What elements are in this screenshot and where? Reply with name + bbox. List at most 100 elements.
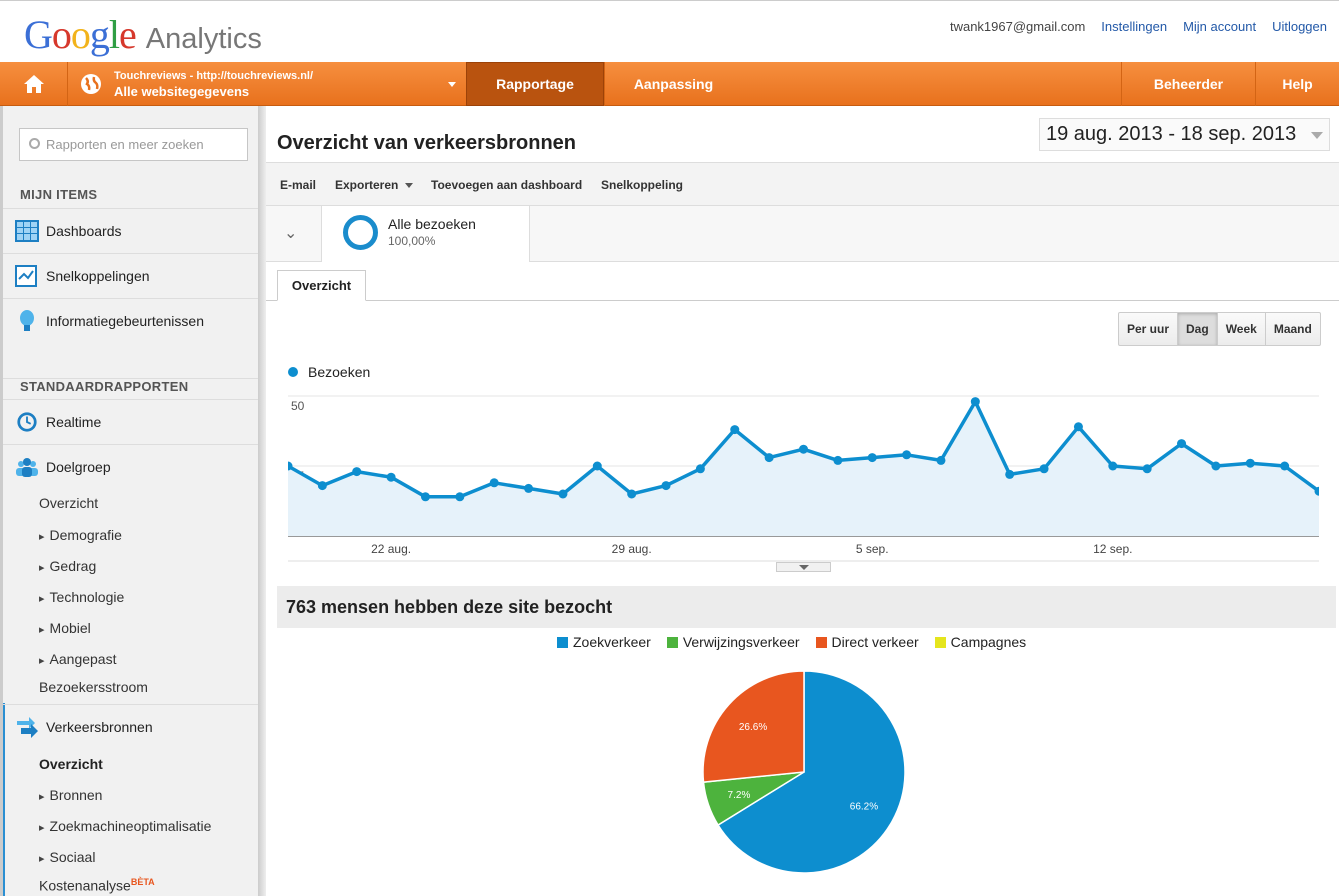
pie-legend-item: Zoekverkeer [557,634,651,650]
email-button[interactable]: E-mail [280,178,317,192]
data-point [352,467,362,477]
globe-icon [81,74,101,94]
sidebar-item-label: Doelgroep [46,459,111,475]
visits-line-chart: 255022 aug.29 aug.5 sep.12 sep. [288,395,1319,562]
sidebar-sub-bronnen[interactable]: Bronnen [39,787,103,803]
tab-overzicht[interactable]: Overzicht [277,270,366,301]
sidebar-item-doelgroep[interactable]: Doelgroep [3,444,258,489]
page-title: Overzicht van verkeersbronnen [277,132,577,154]
pie-slice [702,670,805,783]
data-point [1280,461,1290,471]
sidebar-sub-technologie[interactable]: Technologie [39,589,125,605]
data-point [420,492,430,502]
main-content: Overzicht van verkeersbronnen 19 aug. 20… [266,106,1339,896]
tab-beheerder[interactable]: Beheerder [1121,62,1255,106]
add-to-dashboard-button[interactable]: Toevoegen aan dashboard [431,178,583,192]
pie-legend-item: Verwijzingsverkeer [666,634,800,650]
pie-slice [717,670,906,874]
sidebar-sub-mobiel[interactable]: Mobiel [39,620,91,636]
data-point [799,444,808,454]
section-mijn-items: MIJN ITEMS [20,187,98,202]
tab-aanpassing[interactable]: Aanpassing [604,62,742,106]
data-point [489,478,499,488]
sidebar-sub-kostenanalyse[interactable]: KostenanalyseBÈTA [39,877,155,894]
data-point [695,464,705,474]
date-range-value: 19 aug. 2013 - 18 sep. 2013 [1046,123,1297,145]
google-analytics-logo[interactable]: Google Analytics [24,11,262,57]
sidebar-item-snelkoppelingen[interactable]: Snelkoppelingen [3,253,258,298]
home-button[interactable] [0,62,68,106]
legend-label: Campagnes [950,634,1027,650]
sidebar-item-label: Dashboards [46,223,122,239]
pie-label: 7.2% [728,790,751,801]
sidebar-item-informatiegebeurtenissen[interactable]: Informatiegebeurtenissen [3,298,258,343]
sidebar-sub-zoekmachineoptimalisatie[interactable]: Zoekmachineoptimalisatie [39,818,212,834]
data-point [936,455,946,465]
home-icon [23,75,44,93]
data-point [1211,461,1221,471]
shortcut-chart-icon [15,265,37,287]
my-account-link[interactable]: Mijn account [1183,19,1257,34]
shortcut-button[interactable]: Snelkoppeling [601,178,684,192]
data-point [1245,458,1255,468]
data-point [386,472,396,482]
sidebar-sub-bezoekersstroom[interactable]: Bezoekersstroom [39,679,148,695]
sidebar-item-dashboards[interactable]: Dashboards [3,208,258,253]
tab-rapportage[interactable]: Rapportage [466,62,604,106]
date-range-picker[interactable]: 19 aug. 2013 - 18 sep. 2013 [1039,118,1330,151]
chevron-down-icon[interactable]: ⌄ [284,225,298,242]
site-view: Alle websitegegevens [114,84,250,99]
settings-link[interactable]: Instellingen [1101,19,1168,34]
account-selector[interactable]: Touchreviews - http://touchreviews.nl/ A… [68,62,466,106]
chevron-down-icon [404,183,413,189]
segment-ring-icon [343,215,378,250]
granularity-week[interactable]: Week [1216,313,1265,345]
sidebar-sub-aangepast[interactable]: Aangepast [39,651,117,667]
sidebar-item-label: Snelkoppelingen [46,268,150,284]
pie-label: 26.6% [739,722,767,733]
legend-marker [288,367,298,377]
data-point [1005,469,1015,479]
sidebar-sub-demografie[interactable]: Demografie [39,527,122,543]
sidebar-sub-verkeer-overzicht[interactable]: Overzicht [39,756,103,772]
data-point [1177,439,1187,449]
search-icon [29,138,40,149]
search-placeholder: Rapporten en meer zoeken [46,137,204,152]
sidebar-item-verkeersbronnen[interactable]: Verkeersbronnen [3,704,258,749]
sidebar-sub-gedrag[interactable]: Gedrag [39,558,97,574]
segment-all-visits[interactable]: Alle bezoeken 100,00% [321,206,530,262]
x-tick-label: 29 aug. [612,542,652,556]
sidebar-item-realtime[interactable]: Realtime [3,399,258,444]
sidebar-sub-overzicht[interactable]: Overzicht [39,495,99,511]
realtime-clock-icon [17,412,37,432]
sidebar: Rapporten en meer zoeken MIJN ITEMS Dash… [0,106,266,896]
data-point [867,453,877,463]
data-point [627,489,637,499]
series-area [288,401,1319,536]
logout-link[interactable]: Uitloggen [1272,19,1327,34]
granularity-dag[interactable]: Dag [1177,313,1217,345]
legend-swatch [557,636,568,648]
report-toolbar: E-mail Exporteren Toevoegen aan dashboar… [266,162,1339,206]
legend-swatch [666,636,678,648]
export-button[interactable]: Exporteren [335,178,413,192]
x-tick-label: 22 aug. [371,542,411,556]
tab-help[interactable]: Help [1255,62,1339,106]
audience-people-icon [16,458,38,477]
kostenanalyse-label: Kostenanalyse [39,877,131,894]
granularity-switch: Per uur Dag Week Maand [1118,312,1321,346]
site-url: Touchreviews - http://touchreviews.nl/ [114,70,314,82]
data-point [558,489,568,499]
search-input[interactable]: Rapporten en meer zoeken [19,128,248,161]
product-name: Analytics [145,23,262,55]
sidebar-sub-sociaal[interactable]: Sociaal [39,849,96,865]
pie-legend-item: Campagnes [934,634,1027,650]
data-point [455,492,465,502]
lightbulb-icon [20,310,34,331]
beta-badge: BÈTA [130,877,155,887]
granularity-maand[interactable]: Maand [1264,313,1320,345]
chart-resize-handle[interactable] [776,562,831,572]
account-links: twank1967@gmail.com Instellingen Mijn ac… [950,19,1327,34]
granularity-per-uur[interactable]: Per uur [1127,322,1170,336]
data-point [288,461,293,471]
